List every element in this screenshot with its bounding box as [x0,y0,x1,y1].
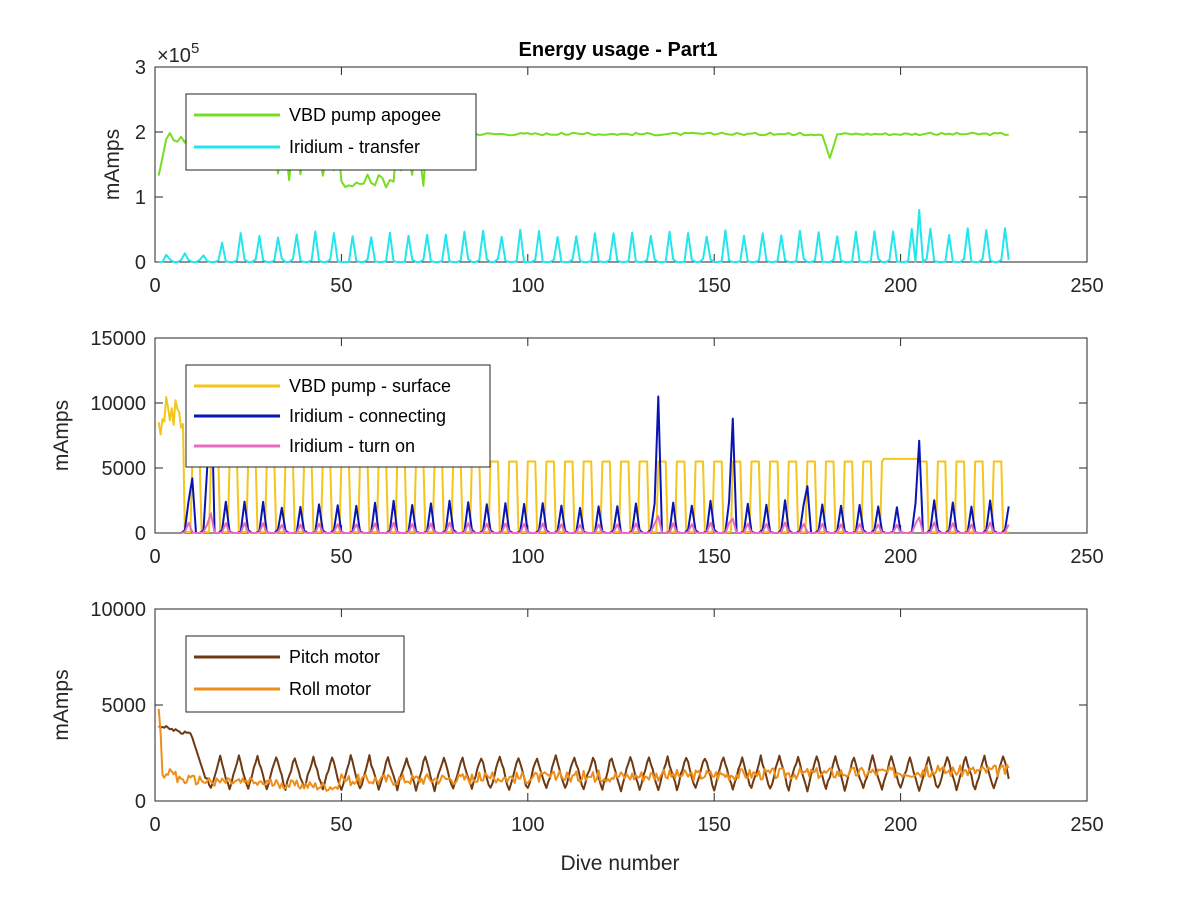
figure-title: Energy usage - Part1 [519,39,718,61]
legend-label: Iridium - turn on [289,436,415,456]
x-tick-label: 50 [330,275,352,297]
legend-label: Pitch motor [289,647,380,667]
x-tick-label: 50 [330,814,352,836]
x-tick-label: 250 [1070,546,1103,568]
y-tick-label: 15000 [90,328,146,350]
y-tick-label: 0 [135,791,146,813]
x-tick-label: 200 [884,546,917,568]
legend-label: VBD pump - surface [289,376,451,396]
x-axis-label: Dive number [560,852,679,875]
y-tick-label: 10000 [90,393,146,415]
x-tick-label: 150 [698,814,731,836]
y-exponent-label: ×105 [157,40,199,67]
x-tick-label: 100 [511,546,544,568]
subplot-1: 0 50 100 150 200 250 0 1 2 3 mAmps ×105 VBD pump apo… [101,40,1104,297]
y-axis-label: mAmps [101,129,124,200]
y-tick-label: 5000 [102,458,147,480]
x-tick-label: 0 [149,814,160,836]
legend: Pitch motor Roll motor [185,635,405,713]
x-tick-label: 200 [884,814,917,836]
x-tick-label: 100 [511,814,544,836]
y-tick-label: 3 [135,57,146,79]
y-axis-label: mAmps [50,669,73,740]
series-line-3 [180,512,1010,534]
series-line-2 [157,708,1010,792]
y-tick-label: 1 [135,187,146,209]
x-tick-label: 0 [149,275,160,297]
legend-label: Roll motor [289,679,371,699]
legend-label: Iridium - transfer [289,137,420,157]
legend: VBD pump - surface Iridium - connecting Ir… [185,364,491,468]
y-tick-label: 5000 [102,695,147,717]
x-tick-label: 200 [884,275,917,297]
y-tick-label: 0 [135,252,146,274]
legend-box [185,635,405,713]
y-tick-label: 2 [135,122,146,144]
y-exponent-power: 5 [191,40,199,57]
x-tick-label: 0 [149,546,160,568]
series-line-1 [158,725,1010,793]
x-tick-label: 50 [330,546,352,568]
series-line-2 [158,209,1010,263]
y-tick-label: 10000 [90,599,146,621]
legend-label: Iridium - connecting [289,406,446,426]
series-line-1 [157,131,1009,189]
x-tick-label: 250 [1070,275,1103,297]
y-tick-label: 0 [135,523,146,545]
legend: VBD pump apogee Iridium - transfer [185,93,477,171]
legend-label: VBD pump apogee [289,105,441,125]
x-tick-label: 250 [1070,814,1103,836]
y-axis-label: mAmps [50,400,73,471]
x-tick-label: 150 [698,546,731,568]
series-line-1 [157,396,1009,533]
x-tick-label: 100 [511,275,544,297]
x-tick-label: 150 [698,275,731,297]
subplot-2: 0 50 100 150 200 250 0 5000 10000 15000 mAmps VBD p… [50,328,1104,568]
subplot-3: 0 50 100 150 200 250 0 5000 10000 mAmps Pitch moto… [50,599,1104,836]
legend-box [185,93,477,171]
